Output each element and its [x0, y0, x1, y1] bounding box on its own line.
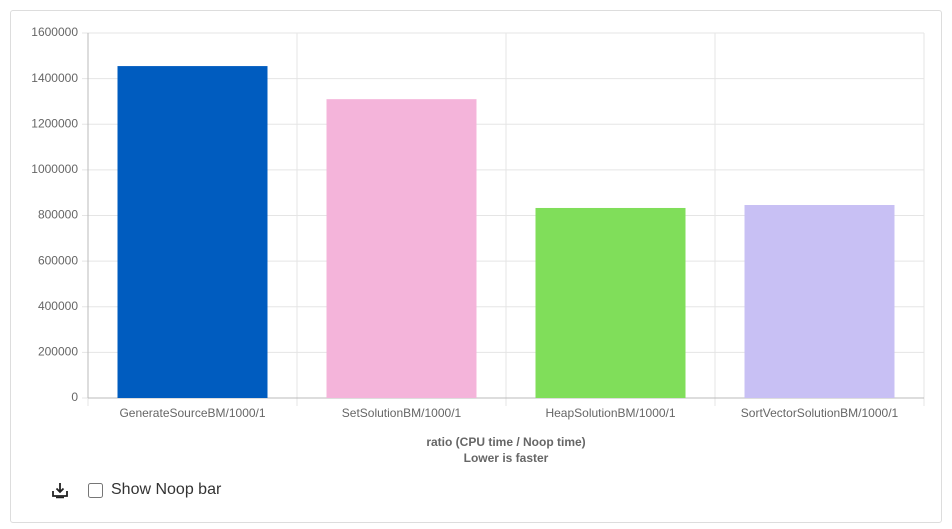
y-tick-label: 1200000 — [31, 116, 78, 130]
y-tick-label: 600000 — [38, 253, 78, 267]
x-tick-label: HeapSolutionBM/1000/1 — [545, 406, 675, 420]
x-tick-label: SetSolutionBM/1000/1 — [342, 406, 462, 420]
download-button[interactable] — [51, 481, 69, 499]
bar — [326, 99, 477, 398]
y-tick-label: 0 — [71, 390, 78, 404]
checkbox[interactable] — [88, 482, 103, 498]
x-axis-title: ratio (CPU time / Noop time) — [426, 435, 585, 449]
bar — [744, 205, 895, 398]
bar — [535, 207, 686, 398]
y-tick-label: 1400000 — [31, 71, 78, 85]
y-tick-label: 1600000 — [31, 25, 78, 39]
noop-toggle[interactable]: Show Noop bar — [88, 481, 221, 499]
bar — [117, 66, 268, 398]
x-tick-label: SortVectorSolutionBM/1000/1 — [741, 406, 899, 420]
x-tick-label: GenerateSourceBM/1000/1 — [119, 406, 265, 420]
x-axis-title: Lower is faster — [464, 451, 549, 465]
checkbox-label: Show Noop bar — [111, 481, 222, 498]
chart-card — [10, 10, 942, 523]
chart: 0 200000 400000 600000 800000 1000000 1200000 1… — [31, 25, 925, 465]
download-icon — [52, 483, 68, 499]
y-tick-label: 400000 — [38, 299, 78, 313]
y-tick-label: 200000 — [38, 345, 78, 359]
y-tick-label: 800000 — [38, 208, 78, 222]
y-tick-label: 1000000 — [31, 162, 78, 176]
